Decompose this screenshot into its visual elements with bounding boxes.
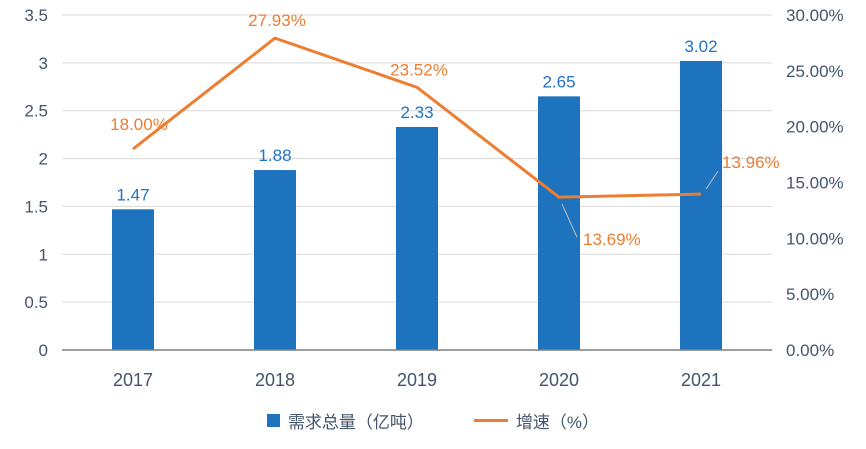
x-axis-label: 2021: [681, 370, 721, 390]
line-label: 18.00%: [110, 115, 168, 134]
left-axis-tick: 0.5: [24, 293, 48, 312]
legend-item-demand: 需求总量（亿吨）: [266, 408, 424, 433]
left-axis-tick: 0: [39, 341, 48, 360]
bar-2017: [112, 209, 154, 350]
right-axis-tick: 0.00%: [786, 341, 834, 360]
growth-line: [132, 36, 702, 199]
x-axis-label: 2018: [255, 370, 295, 390]
bar-label: 3.02: [684, 37, 717, 56]
right-axis-tick: 10.00%: [786, 229, 844, 248]
bar-2018: [254, 170, 296, 350]
bar-2020: [538, 96, 580, 350]
right-axis-tick: 20.00%: [786, 118, 844, 137]
bar-series-swatch-icon: [266, 414, 280, 427]
right-axis-tick: 30.00%: [786, 6, 844, 25]
bar-label: 2.65: [542, 72, 575, 91]
bar-label: 1.88: [258, 146, 291, 165]
left-axis-tick: 3: [39, 54, 48, 73]
x-axis-label: 2020: [539, 370, 579, 390]
legend-item-growth: 增速（%）: [473, 408, 600, 433]
line-series-swatch-icon: [473, 419, 508, 422]
left-axis-tick: 2.5: [24, 102, 48, 121]
x-axis-label: 2017: [113, 370, 153, 390]
bar-label: 2.33: [400, 103, 433, 122]
bar-2021: [680, 60, 722, 350]
right-axis-tick: 15.00%: [786, 174, 844, 193]
left-axis-tick: 1.5: [24, 197, 48, 216]
line-label: 13.96%: [722, 153, 780, 172]
leader-line: [705, 170, 719, 190]
legend: 需求总量（亿吨） 增速（%）: [0, 408, 866, 433]
leader-line: [561, 203, 578, 238]
line-label: 23.52%: [390, 60, 448, 79]
line-label: 13.69%: [583, 230, 641, 249]
x-axis-label: 2019: [397, 370, 437, 390]
legend-label-demand: 需求总量（亿吨）: [287, 413, 424, 432]
right-axis-tick: 5.00%: [786, 285, 834, 304]
bar-label: 1.47: [116, 185, 149, 204]
bar-2019: [396, 126, 438, 350]
left-axis-tick: 1: [39, 245, 48, 264]
left-axis-tick: 3.5: [24, 6, 48, 25]
left-axis-tick: 2: [39, 150, 48, 169]
right-axis-tick: 25.00%: [786, 62, 844, 81]
legend-label-growth: 增速（%）: [515, 413, 600, 432]
line-label: 27.93%: [248, 11, 306, 30]
